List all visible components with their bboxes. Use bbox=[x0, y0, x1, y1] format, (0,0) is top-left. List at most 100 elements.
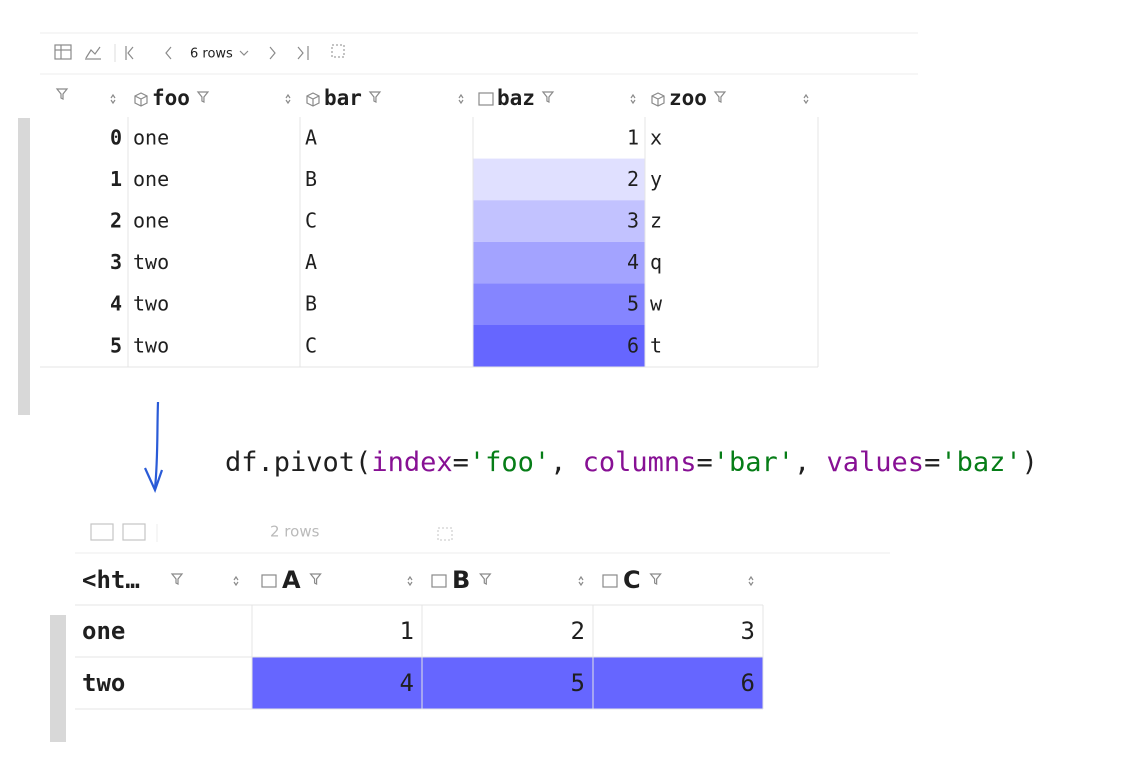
cell: 4 bbox=[627, 250, 639, 274]
bottom-toolbar: 2 rows bbox=[75, 523, 890, 554]
code-line: df.pivot(index='foo', columns='bar', val… bbox=[225, 447, 1038, 478]
filter-icon[interactable] bbox=[368, 91, 382, 103]
sort-icon[interactable] bbox=[803, 93, 809, 105]
row-count[interactable]: 6 rows bbox=[190, 47, 233, 62]
column-header[interactable]: zoo bbox=[669, 86, 707, 110]
type-icon bbox=[134, 92, 148, 107]
cell: 5 bbox=[571, 669, 585, 697]
sort-icon[interactable] bbox=[285, 93, 291, 105]
cell: B bbox=[305, 292, 317, 316]
code-token: = bbox=[924, 447, 940, 478]
filter-icon[interactable] bbox=[541, 91, 555, 103]
column-header[interactable]: bar bbox=[324, 86, 362, 110]
code-token: ) bbox=[1022, 447, 1038, 478]
column-header[interactable]: <ht… bbox=[82, 566, 140, 594]
cell: one bbox=[133, 167, 169, 191]
cell: t bbox=[650, 333, 662, 357]
column-header[interactable]: foo bbox=[152, 86, 190, 110]
cell: 5 bbox=[627, 292, 639, 316]
filter-icon[interactable] bbox=[309, 573, 322, 585]
cell: 6 bbox=[741, 669, 755, 697]
scrollbar bbox=[50, 615, 66, 742]
cell: B bbox=[305, 167, 317, 191]
sort-icon[interactable] bbox=[407, 575, 413, 587]
sort-icon[interactable] bbox=[578, 575, 584, 587]
cell: one bbox=[133, 125, 169, 149]
column-header[interactable]: A bbox=[282, 566, 301, 594]
row-index: 3 bbox=[110, 250, 122, 274]
heat-cell bbox=[473, 117, 645, 159]
sort-icon[interactable] bbox=[458, 93, 464, 105]
type-icon bbox=[306, 92, 320, 107]
code-token: 'baz' bbox=[940, 447, 1021, 478]
heat-cell bbox=[473, 158, 645, 201]
code-token: , bbox=[794, 447, 827, 478]
cell: 6 bbox=[627, 333, 639, 357]
cell: q bbox=[650, 250, 662, 274]
sort-icon[interactable] bbox=[630, 93, 636, 105]
code-token: columns bbox=[583, 447, 697, 478]
heat-cell bbox=[252, 657, 763, 709]
cell: C bbox=[305, 209, 317, 233]
heat-cell bbox=[473, 200, 645, 242]
heat-cell bbox=[473, 325, 645, 367]
scrollbar bbox=[18, 118, 30, 415]
top-toolbar: 6 rows bbox=[40, 32, 918, 75]
type-icon bbox=[602, 574, 618, 588]
column-header[interactable]: baz bbox=[497, 86, 535, 110]
row-index: two bbox=[82, 669, 125, 697]
row-index: one bbox=[82, 617, 125, 645]
cell: z bbox=[650, 209, 662, 233]
cell: 1 bbox=[627, 125, 639, 149]
filter-icon[interactable] bbox=[170, 573, 184, 585]
cell: x bbox=[650, 125, 662, 149]
type-icon bbox=[651, 92, 665, 107]
code-token: 'foo' bbox=[469, 447, 550, 478]
header-row bbox=[40, 80, 818, 117]
cell: A bbox=[305, 250, 317, 274]
heat-cell bbox=[473, 241, 645, 284]
row-count[interactable]: 2 rows bbox=[270, 523, 320, 541]
cell: y bbox=[650, 167, 662, 191]
code-token: = bbox=[696, 447, 712, 478]
cell: 3 bbox=[741, 617, 755, 645]
sort-icon[interactable] bbox=[748, 575, 754, 587]
column-header[interactable]: B bbox=[452, 566, 470, 594]
filter-icon[interactable] bbox=[55, 88, 69, 100]
row-index: 4 bbox=[110, 292, 122, 316]
cell: two bbox=[133, 333, 169, 357]
cell: w bbox=[650, 292, 663, 316]
arrow bbox=[143, 401, 164, 493]
heat-cell bbox=[473, 283, 645, 325]
cell: C bbox=[305, 333, 317, 357]
cell: two bbox=[133, 250, 169, 274]
code-token: , bbox=[550, 447, 583, 478]
filter-icon[interactable] bbox=[196, 91, 210, 103]
row-index: 5 bbox=[110, 333, 122, 357]
cell: 3 bbox=[627, 209, 639, 233]
row-index: 0 bbox=[110, 125, 122, 149]
sort-icon[interactable] bbox=[110, 93, 116, 105]
cell: A bbox=[305, 125, 317, 149]
cell: two bbox=[133, 292, 169, 316]
sort-icon[interactable] bbox=[233, 575, 239, 587]
code-token: index bbox=[371, 447, 452, 478]
code-token: df.pivot( bbox=[225, 447, 371, 478]
code-token: 'bar' bbox=[713, 447, 794, 478]
cell: 4 bbox=[400, 669, 414, 697]
type-icon bbox=[431, 574, 447, 588]
cell: 2 bbox=[571, 617, 585, 645]
cell: one bbox=[133, 209, 169, 233]
code-token: values bbox=[827, 447, 925, 478]
column-header[interactable]: C bbox=[623, 566, 641, 594]
type-icon bbox=[261, 574, 277, 588]
filter-icon[interactable] bbox=[713, 91, 727, 103]
row-index: 1 bbox=[110, 167, 122, 191]
code-token: = bbox=[453, 447, 469, 478]
row-index: 2 bbox=[110, 209, 122, 233]
filter-icon[interactable] bbox=[649, 573, 662, 585]
filter-icon[interactable] bbox=[479, 573, 492, 585]
